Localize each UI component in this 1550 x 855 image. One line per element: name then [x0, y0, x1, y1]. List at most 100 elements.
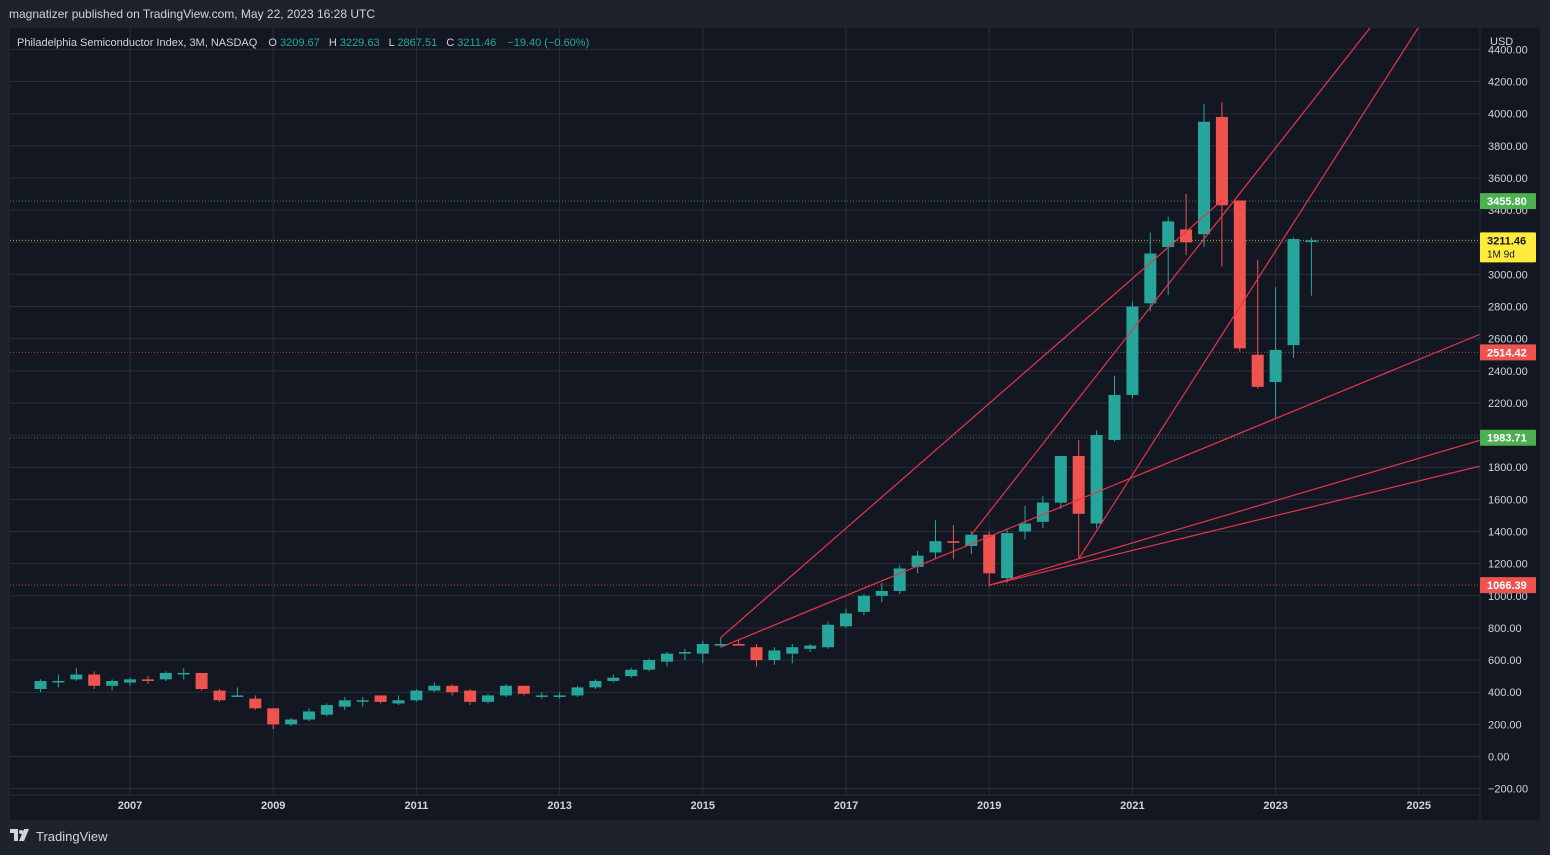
candle-body[interactable]	[1198, 121, 1210, 235]
candle-body[interactable]	[840, 613, 852, 627]
candles[interactable]	[34, 102, 1318, 730]
candle-body[interactable]	[553, 695, 566, 697]
candle-body[interactable]	[159, 672, 172, 680]
candle-body[interactable]	[1251, 354, 1264, 387]
y-tick-label: 3000.00	[1488, 269, 1528, 281]
candle-body[interactable]	[1108, 394, 1121, 440]
candle-body[interactable]	[464, 690, 477, 702]
y-tick-label: 2800.00	[1488, 302, 1528, 314]
candle-body[interactable]	[124, 679, 136, 683]
candle-body[interactable]	[410, 690, 423, 701]
candle-body[interactable]	[428, 685, 441, 691]
x-tick-label: 2015	[691, 800, 715, 812]
candle-body[interactable]	[607, 677, 620, 681]
candle-body[interactable]	[70, 674, 83, 680]
candle-body[interactable]	[320, 705, 333, 715]
candle-body[interactable]	[965, 534, 978, 546]
legend-high-value: 3229.63	[340, 37, 380, 49]
tradingview-logo-icon[interactable]	[10, 829, 30, 844]
candle-body[interactable]	[768, 650, 781, 661]
candle-body[interactable]	[34, 680, 47, 690]
trendline[interactable]	[989, 459, 1508, 586]
y-tick-label: 800.00	[1488, 623, 1522, 635]
candle-body[interactable]	[786, 647, 799, 654]
price-labels: 3455.80 3211.46 1M 9d 2514.42 1983.71 1066.39	[1480, 193, 1536, 594]
y-tick-label: 400.00	[1488, 687, 1522, 699]
candle-body[interactable]	[392, 700, 405, 704]
candle-body[interactable]	[1162, 221, 1175, 248]
trendline[interactable]	[720, 200, 1223, 639]
candle-body[interactable]	[141, 679, 154, 681]
candle-body[interactable]	[231, 695, 244, 697]
candle-body[interactable]	[249, 698, 262, 709]
candle-body[interactable]	[571, 687, 584, 696]
candle-body[interactable]	[875, 590, 888, 596]
x-tick-label: 2013	[547, 800, 571, 812]
trendline[interactable]	[970, 0, 1419, 536]
price-label-text: 3455.80	[1487, 196, 1527, 208]
candle-body[interactable]	[589, 680, 602, 688]
candle-body[interactable]	[929, 541, 942, 553]
candle-body[interactable]	[106, 680, 119, 686]
candle-body[interactable]	[88, 674, 101, 686]
candle-body[interactable]	[822, 624, 835, 648]
candle-body[interactable]	[947, 541, 960, 543]
trendline[interactable]	[1078, 27, 1419, 560]
trendlines[interactable]	[720, 0, 1509, 648]
time-axis[interactable]: 2007 2009 2011 2013 2015 2017 2019 2021 2023 2025	[118, 800, 1431, 812]
candle-body[interactable]	[750, 647, 763, 661]
candle-body[interactable]	[983, 534, 996, 574]
candle-body[interactable]	[1233, 200, 1246, 349]
trendline[interactable]	[720, 323, 1509, 648]
candle-body[interactable]	[1305, 240, 1318, 242]
candle-body[interactable]	[482, 695, 494, 702]
candle-body[interactable]	[52, 680, 65, 683]
candle-body[interactable]	[1036, 502, 1049, 522]
legend-change: −19.40 (−0.60%)	[507, 37, 589, 49]
candle-body[interactable]	[661, 653, 673, 662]
candle-body[interactable]	[678, 652, 691, 654]
candle-body[interactable]	[1090, 435, 1103, 524]
candle-body[interactable]	[732, 644, 745, 646]
candle-body[interactable]	[1054, 455, 1067, 503]
candle-body[interactable]	[911, 555, 924, 567]
brand-name[interactable]: TradingView	[36, 829, 108, 844]
candle-body[interactable]	[1001, 533, 1014, 579]
candle-body[interactable]	[1180, 229, 1193, 243]
price-label-box	[1480, 344, 1536, 361]
price-label-text: 2514.42	[1487, 347, 1527, 359]
candle-body[interactable]	[177, 672, 190, 675]
candle-body[interactable]	[303, 711, 315, 720]
candle-body[interactable]	[1126, 306, 1139, 395]
publish-info: magnatizer published on TradingView.com,…	[9, 7, 375, 21]
candle-body[interactable]	[517, 685, 530, 694]
candle-body[interactable]	[857, 595, 870, 612]
candle-body[interactable]	[696, 644, 709, 654]
candle-body[interactable]	[267, 708, 280, 725]
candle-body[interactable]	[1019, 523, 1031, 532]
candle-body[interactable]	[804, 645, 817, 649]
candle-body[interactable]	[1215, 116, 1228, 206]
svg-text:Philadelphia Semiconductor Ind: Philadelphia Semiconductor Index, 3M, NA…	[17, 37, 589, 49]
candle-body[interactable]	[356, 700, 369, 702]
price-label-box	[1480, 577, 1536, 594]
y-tick-label: 600.00	[1488, 655, 1522, 667]
trendline[interactable]	[989, 432, 1508, 586]
candle-body[interactable]	[285, 719, 298, 725]
candle-body[interactable]	[374, 695, 387, 702]
candle-body[interactable]	[446, 685, 459, 693]
candle-body[interactable]	[195, 672, 208, 690]
candle-body[interactable]	[714, 644, 727, 646]
candle-body[interactable]	[499, 685, 512, 696]
candle-body[interactable]	[1072, 455, 1085, 514]
candle-body[interactable]	[1269, 349, 1282, 383]
candle-body[interactable]	[338, 700, 351, 707]
candle-body[interactable]	[625, 669, 638, 677]
candle-body[interactable]	[643, 660, 656, 670]
candle-body[interactable]	[535, 695, 548, 697]
candle-body[interactable]	[1144, 253, 1157, 304]
candle-body[interactable]	[213, 690, 226, 701]
candle-body[interactable]	[1287, 239, 1300, 346]
y-tick-label: 2600.00	[1488, 334, 1528, 346]
